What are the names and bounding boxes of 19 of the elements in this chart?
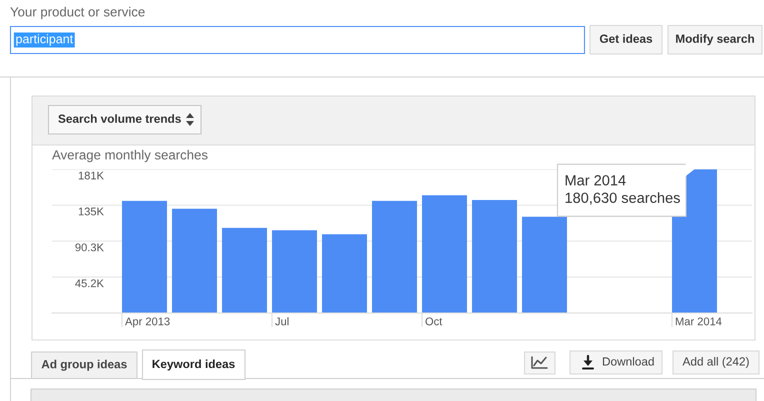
text: Modify search <box>676 34 754 46</box>
x-tick-label: Apr 2013 <box>125 317 170 328</box>
text: Search volume trends <box>58 114 181 123</box>
text: Download <box>602 356 654 366</box>
chart-title: Average monthly searches <box>52 150 208 162</box>
text: Get ideas <box>600 34 652 43</box>
y-tick-label: 45.2K <box>75 279 104 288</box>
text: participant <box>16 34 74 46</box>
y-tick-label: 181K <box>78 172 104 180</box>
x-tick-label: Oct <box>426 317 442 326</box>
y-tick-label: 90.3K <box>75 243 104 252</box>
x-tick-label: Jul <box>275 317 288 326</box>
x-tick-label: Mar 2014 <box>676 317 722 326</box>
text: Your product or service <box>10 6 145 20</box>
y-tick-label: 135K <box>78 208 104 216</box>
text: Ad group ideas <box>42 360 127 371</box>
text: Add all (242) <box>682 356 749 368</box>
text: Keyword ideas <box>152 359 235 371</box>
annotation: Mar 2014 180,630 searches <box>566 175 680 205</box>
